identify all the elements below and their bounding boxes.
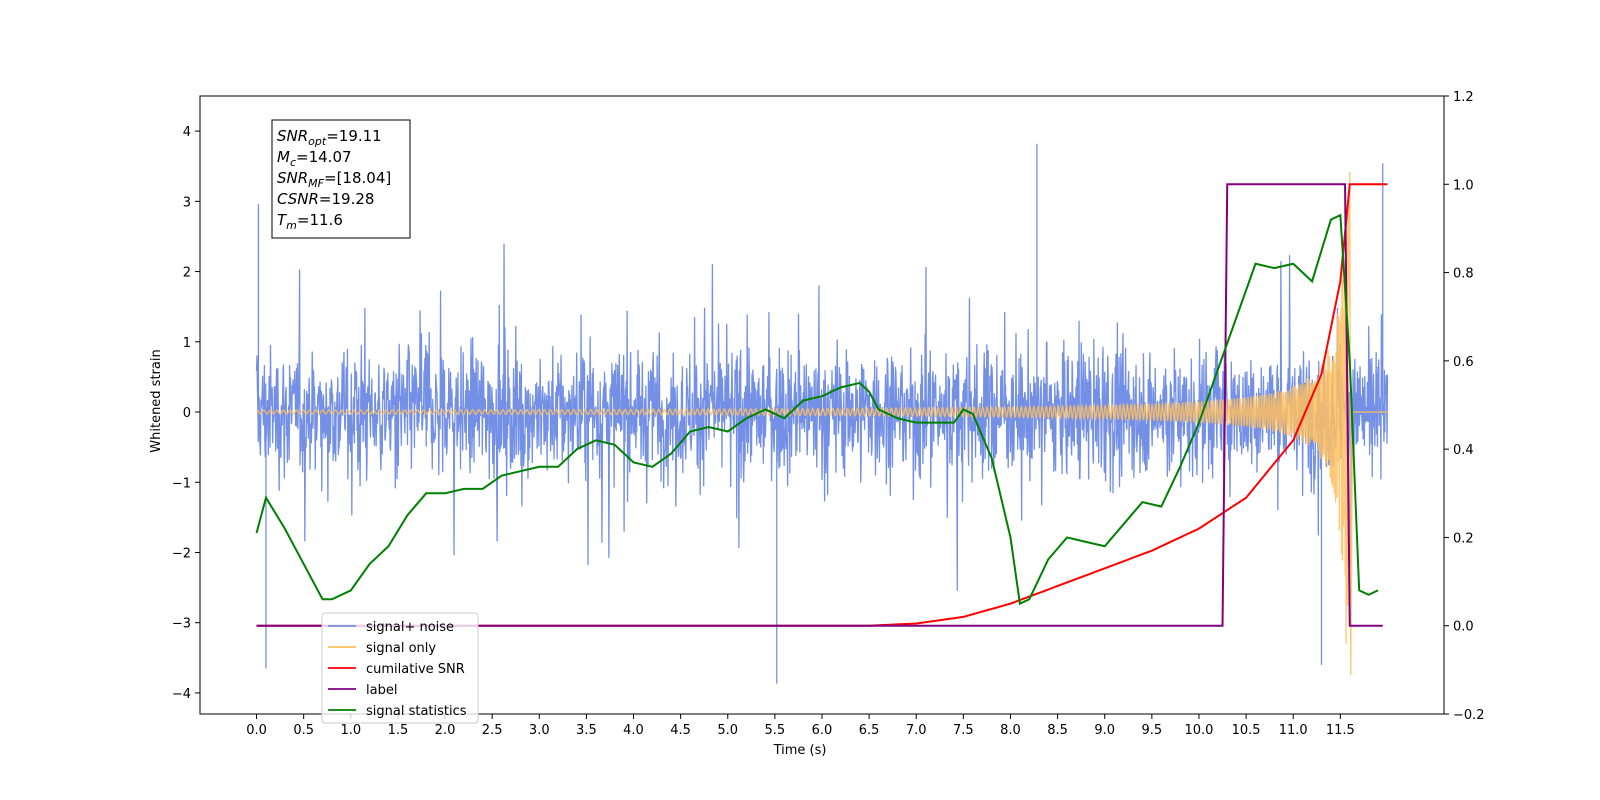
x-tick-label: 0.0 xyxy=(246,723,267,738)
x-tick-label: 2.5 xyxy=(482,723,503,738)
x-tick-label: 3.0 xyxy=(529,723,550,738)
x-tick-label: 5.5 xyxy=(765,723,786,738)
cumulative-snr-line xyxy=(256,183,1388,627)
x-tick-label: 1.0 xyxy=(340,723,361,738)
y-tick-label: 0 xyxy=(183,406,191,421)
y-right-tick-label: 0.2 xyxy=(1453,531,1474,546)
x-tick-label: 0.5 xyxy=(293,723,314,738)
x-tick-label: 4.0 xyxy=(623,723,644,738)
signal-plus-noise-series xyxy=(255,143,1389,684)
y-tick-label: 4 xyxy=(183,125,191,140)
y-tick-label: 2 xyxy=(183,266,191,281)
legend-frame xyxy=(321,612,479,724)
x-tick-label: 6.0 xyxy=(812,723,833,738)
label-line xyxy=(256,183,1383,627)
y-tick-label: 3 xyxy=(183,195,191,210)
info-line: Tm=11.6 xyxy=(277,211,343,232)
y-tick-label: −2 xyxy=(172,546,191,561)
y-tick-label: −3 xyxy=(172,617,191,632)
y-right-tick-label: 0.8 xyxy=(1453,267,1474,282)
signal-statistics-line xyxy=(255,213,1379,606)
legend-label: label xyxy=(366,683,397,698)
x-tick-label: 1.5 xyxy=(388,723,409,738)
y-right-tick-label: 1.2 xyxy=(1453,90,1474,105)
signal-plus-noise-line xyxy=(255,143,1389,684)
y-right-tick-label: 0.0 xyxy=(1453,620,1474,635)
x-tick-label: 10.0 xyxy=(1184,723,1213,738)
signal-only-line xyxy=(256,171,1388,676)
y-axis-title: Whitened strain xyxy=(149,349,164,452)
legend-label: signal+ noise xyxy=(366,620,454,635)
info-line: SNRMF=[18.04] xyxy=(277,169,391,190)
info-box: SNRopt=19.11Mc=14.07SNRMF=[18.04]CSNR=19… xyxy=(271,119,411,239)
x-tick-label: 10.5 xyxy=(1232,723,1261,738)
x-tick-label: 7.0 xyxy=(906,723,927,738)
legend-label: signal statistics xyxy=(366,704,467,719)
x-tick-label: 4.5 xyxy=(670,723,691,738)
y-tick-label: −1 xyxy=(172,476,191,491)
x-tick-label: 6.5 xyxy=(859,723,880,738)
x-tick-label: 11.0 xyxy=(1279,723,1308,738)
overlay-series xyxy=(255,183,1388,627)
y-right-tick-label: 1.0 xyxy=(1453,178,1474,193)
y-right-tick-label: 0.4 xyxy=(1453,443,1474,458)
legend: signal+ noise signal only cumilative SNR la… xyxy=(321,612,479,724)
y-tick-label: −4 xyxy=(172,687,191,702)
legend-label: signal only xyxy=(366,641,436,656)
y-right-tick-label: −0.2 xyxy=(1453,708,1485,723)
x-tick-label: 5.0 xyxy=(717,723,738,738)
x-tick-label: 7.5 xyxy=(953,723,974,738)
x-tick-label: 2.0 xyxy=(435,723,456,738)
info-line: Mc=14.07 xyxy=(277,148,352,169)
axes: 0.0 0.5 1.0 1.5 2.0 2.5 3.0 3.5 4.0 4.5 5.0 5.5 6.0 6… xyxy=(149,90,1485,758)
signal-only-series xyxy=(256,171,1388,676)
x-tick-label: 9.0 xyxy=(1094,723,1115,738)
x-tick-label: 11.5 xyxy=(1326,723,1355,738)
legend-label: cumilative SNR xyxy=(366,662,465,677)
x-tick-label: 9.5 xyxy=(1142,723,1163,738)
info-line: SNRopt=19.11 xyxy=(277,127,382,148)
x-axis-title: Time (s) xyxy=(773,743,827,758)
y-right-tick-label: 0.6 xyxy=(1453,355,1474,370)
x-tick-label: 3.5 xyxy=(576,723,597,738)
x-tick-label: 8.5 xyxy=(1047,723,1068,738)
info-box-frame xyxy=(271,119,411,239)
info-line: CSNR=19.28 xyxy=(277,190,374,208)
y-tick-label: 1 xyxy=(183,336,191,351)
x-tick-label: 8.0 xyxy=(1000,723,1021,738)
